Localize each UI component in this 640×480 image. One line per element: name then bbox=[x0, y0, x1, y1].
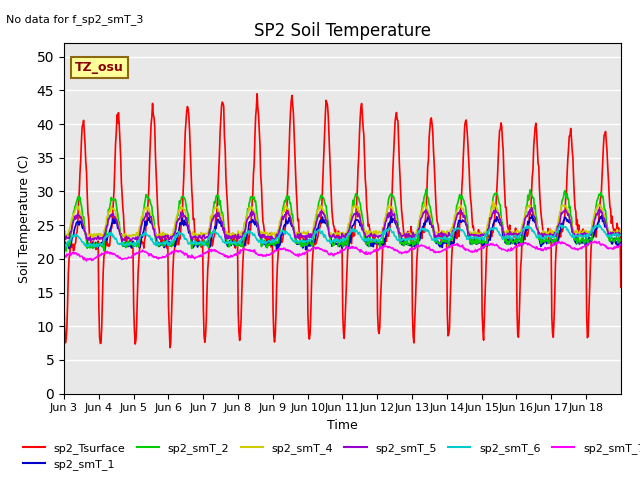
Text: TZ_osu: TZ_osu bbox=[75, 61, 124, 74]
X-axis label: Time: Time bbox=[327, 419, 358, 432]
Legend: sp2_Tsurface, sp2_smT_1, sp2_smT_2, sp2_smT_4, sp2_smT_5, sp2_smT_6, sp2_smT_7: sp2_Tsurface, sp2_smT_1, sp2_smT_2, sp2_… bbox=[19, 438, 640, 474]
Text: No data for f_sp2_smT_3: No data for f_sp2_smT_3 bbox=[6, 14, 144, 25]
Title: SP2 Soil Temperature: SP2 Soil Temperature bbox=[254, 22, 431, 40]
Y-axis label: Soil Temperature (C): Soil Temperature (C) bbox=[18, 154, 31, 283]
